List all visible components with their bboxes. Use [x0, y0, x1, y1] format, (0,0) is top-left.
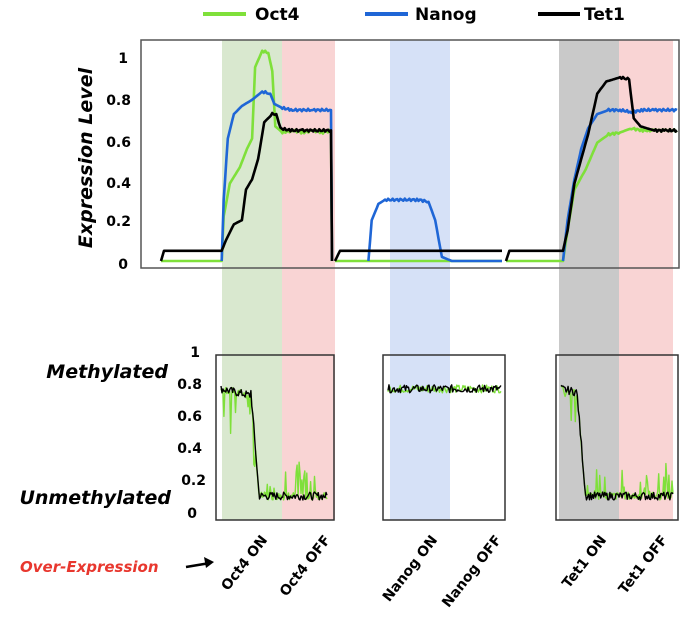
bottom-line-tet1-panel-3 [560, 384, 674, 501]
top-line-tet1-panel-3 [504, 75, 678, 262]
top-y-ticks: 1 0.8 0.6 0.4 0.2 0 [106, 51, 131, 273]
methylated-label: Methylated [46, 361, 168, 383]
top-ytick-0.6: 0.6 [106, 135, 131, 151]
over-expression-label: Over-Expression [20, 558, 159, 576]
bottom-ytick-0.4: 0.4 [177, 441, 202, 457]
band-tet1-off [619, 40, 673, 520]
top-line-nanog-panel-2 [367, 197, 502, 263]
xcat-tet1-off: Tet1 OFF [616, 533, 671, 598]
top-ytick-0.2: 0.2 [106, 214, 131, 230]
top-ytick-0.8: 0.8 [106, 93, 131, 109]
bottom-line-tet1-panel-1 [220, 385, 328, 501]
bottom-panel-oct4 [215, 354, 335, 521]
top-series-group [159, 49, 678, 263]
bottom-series-group [220, 384, 674, 501]
top-line-nanog-panel-1 [220, 90, 334, 262]
top-line-oct4-panel-1 [161, 49, 334, 263]
bottom-ytick-0.2: 0.2 [181, 473, 206, 489]
legend-label-tet1: Tet1 [584, 5, 625, 25]
top-ytick-1: 1 [118, 51, 128, 67]
top-ytick-0: 0 [118, 257, 128, 273]
bottom-panel-tet1 [555, 354, 679, 521]
band-oct4-off [282, 40, 335, 520]
bottom-ytick-0.8: 0.8 [177, 377, 202, 393]
xcat-tet1-on: Tet1 ON [559, 533, 610, 592]
legend: Oct4 Nanog Tet1 [203, 5, 625, 25]
top-plot-frame [140, 39, 680, 269]
x-category-labels: Oct4 ON Oct4 OFF Nanog ON Nanog OFF Tet1… [218, 533, 671, 611]
arrow-icon [185, 557, 214, 569]
band-nanog-on [390, 40, 450, 520]
bottom-ytick-0: 0 [187, 506, 197, 522]
band-tet1-on [559, 40, 619, 520]
top-ytick-0.4: 0.4 [106, 176, 131, 192]
xcat-nanog-off: Nanog OFF [439, 533, 505, 611]
top-line-tet1-panel-2 [333, 249, 502, 262]
bottom-ytick-0.6: 0.6 [177, 409, 202, 425]
bottom-line-tet1-panel-2 [387, 384, 502, 394]
top-y-axis-title: Expression Level [75, 67, 97, 248]
condition-bands [222, 40, 673, 520]
xcat-oct4-off: Oct4 OFF [277, 533, 334, 600]
bottom-panel-nanog [382, 354, 506, 521]
bottom-y-ticks: 1 0.8 0.6 0.4 0.2 0 [177, 345, 206, 522]
xcat-nanog-on: Nanog ON [380, 533, 441, 605]
legend-label-oct4: Oct4 [255, 5, 300, 25]
top-line-nanog-panel-3 [561, 107, 678, 262]
top-line-tet1-panel-1 [159, 111, 334, 262]
xcat-oct4-on: Oct4 ON [218, 533, 271, 594]
bottom-ytick-1: 1 [190, 345, 200, 361]
legend-label-nanog: Nanog [415, 5, 477, 25]
unmethylated-label: Unmethylated [19, 487, 171, 509]
